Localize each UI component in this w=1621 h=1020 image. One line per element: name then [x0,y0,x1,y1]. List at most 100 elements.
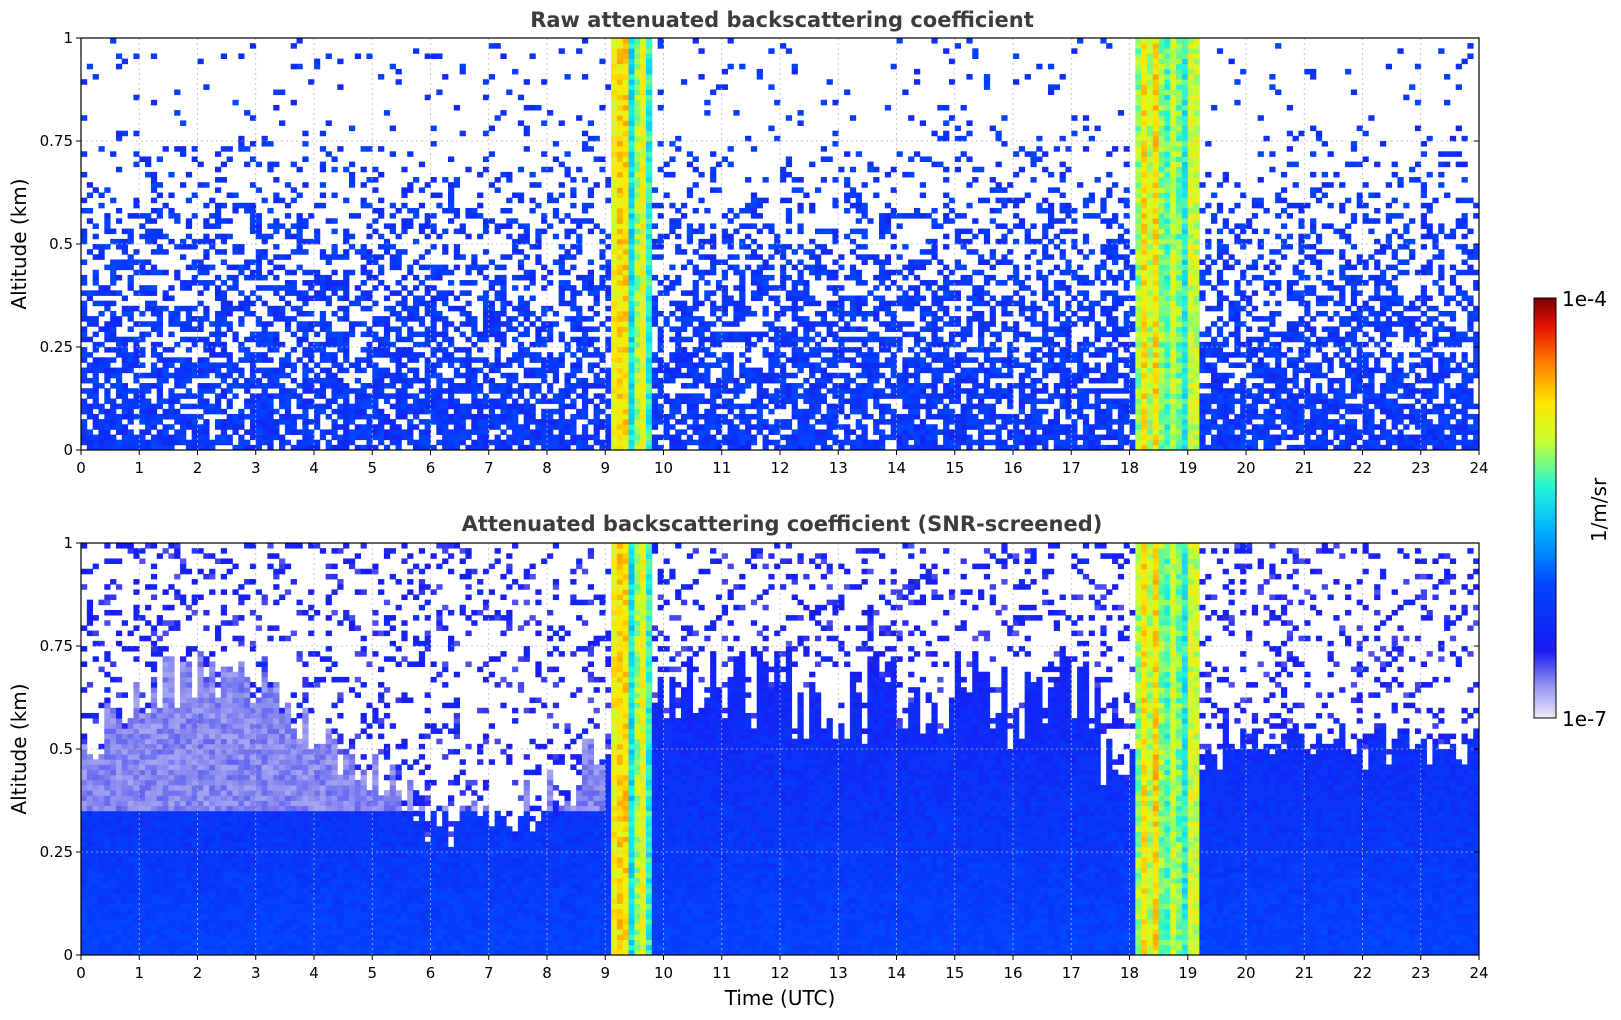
heatmap-cell [302,331,309,338]
heatmap-cell [919,249,927,255]
heatmap-cell [255,228,262,235]
heatmap-cell [698,413,705,420]
heatmap-cell [710,398,717,405]
heatmap-cell [628,310,635,317]
heatmap-cell [983,439,991,446]
heatmap-cell [407,424,414,430]
heatmap-cell [692,264,699,271]
heatmap-cell [669,408,676,415]
heatmap-cell [616,367,624,374]
heatmap-cell [133,398,140,405]
heatmap-cell [943,347,950,353]
heatmap-cell [884,357,892,363]
heatmap-cell [378,408,385,415]
heatmap-cell [715,280,723,286]
heatmap-cell [616,300,624,307]
heatmap-cell [488,316,495,322]
heatmap-cell [733,305,740,312]
heatmap-cell [156,383,163,389]
heatmap-cell [255,439,262,446]
heatmap-cell [529,367,536,374]
heatmap-cell [750,367,758,374]
heatmap-cell [244,207,251,214]
heatmap-cell [232,264,239,271]
heatmap-cell [162,377,169,384]
heatmap-cell [488,439,495,446]
heatmap-cell [721,398,728,405]
heatmap-cell [576,238,583,245]
heatmap-cell [284,362,292,368]
heatmap-cell [517,94,525,101]
heatmap-cell [634,130,641,137]
heatmap-cell [826,424,833,430]
heatmap-cell [127,367,134,374]
heatmap-cell [593,383,600,389]
heatmap-cell [191,403,198,410]
heatmap-cell [879,347,886,353]
heatmap-cell [523,424,530,430]
heatmap-cell [418,300,426,307]
heatmap-cell [482,419,490,425]
heatmap-cell [780,419,787,425]
heatmap-cell [325,357,332,363]
heatmap-cell [523,413,530,420]
heatmap-cell [418,264,426,271]
heatmap-cell [174,367,181,374]
heatmap-cell [337,295,344,302]
heatmap-cell [587,259,595,265]
heatmap-cell [232,331,239,338]
heatmap-cell [81,429,88,435]
heatmap-cell [360,305,367,312]
heatmap-cell [255,419,262,425]
heatmap-cell [302,156,309,162]
heatmap-cell [115,63,123,70]
heatmap-cell [913,398,921,405]
heatmap-cell [634,295,641,302]
heatmap-cell [768,321,775,327]
heatmap-cell [576,316,583,322]
heatmap-cell [948,58,956,65]
heatmap-cell [611,156,618,162]
heatmap-cell [541,218,548,224]
heatmap-cell [174,305,181,312]
heatmap-cell [989,187,996,193]
heatmap-cell [978,197,985,204]
heatmap-cell [919,156,927,162]
heatmap-cell [104,218,111,224]
heatmap-cell [395,424,402,430]
heatmap-cell [873,254,880,260]
heatmap-cell [110,434,117,441]
heatmap-cell [564,383,571,389]
heatmap-cell [290,233,297,240]
heatmap-cell [302,372,309,379]
heatmap-cell [989,357,996,363]
heatmap-cell [512,413,519,420]
heatmap-cell [698,300,705,307]
heatmap-cell [774,419,781,425]
heatmap-cell [867,331,874,338]
heatmap-cell [372,331,379,338]
heatmap-cell [686,151,694,157]
heatmap-cell [348,244,356,250]
heatmap-cell [500,429,507,435]
heatmap-cell [593,295,600,302]
heatmap-cell [622,259,629,265]
heatmap-cell [960,439,967,446]
heatmap-cell [430,192,437,199]
heatmap-cell [343,280,350,286]
heatmap-cell [174,408,181,415]
heatmap-cell [261,135,268,142]
heatmap-cell [622,177,629,183]
heatmap-cell [791,187,798,193]
heatmap-cell [762,331,769,338]
heatmap-cell [587,341,595,348]
heatmap-cell [162,357,169,363]
heatmap-cell [389,352,396,358]
heatmap-cell [646,367,653,374]
heatmap-cell [943,280,950,286]
heatmap-cell [826,377,833,384]
heatmap-cell [628,135,635,142]
heatmap-cell [232,367,239,374]
heatmap-cell [995,331,1002,338]
heatmap-cell [319,429,327,435]
